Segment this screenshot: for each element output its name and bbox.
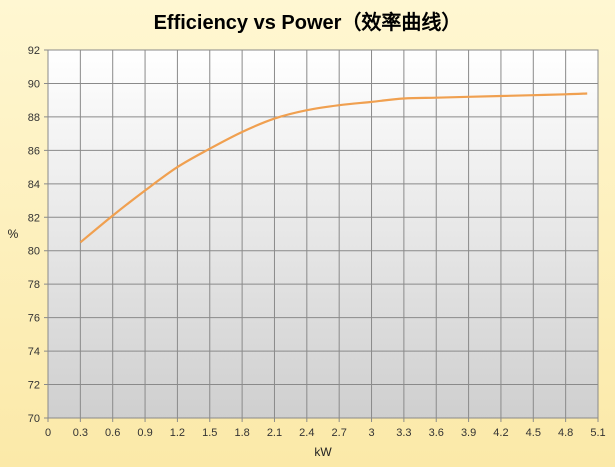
x-axis-label: kW: [314, 445, 332, 459]
y-tick-label: 72: [28, 380, 40, 392]
x-tick-label: 3.3: [396, 427, 411, 439]
x-tick-label: 2.7: [332, 427, 347, 439]
y-tick-label: 86: [28, 145, 40, 157]
y-tick-label: 92: [28, 45, 40, 57]
x-tick-label: 0.6: [105, 427, 120, 439]
y-tick-label: 82: [28, 212, 40, 224]
grid-lines: [44, 49, 599, 422]
y-tick-label: 84: [28, 179, 40, 191]
x-tick-label: 4.2: [493, 427, 508, 439]
y-tick-label: 70: [28, 413, 40, 425]
x-tick-label: 4.8: [558, 427, 573, 439]
x-tick-label: 3.6: [429, 427, 444, 439]
chart-title: Efficiency vs Power（效率曲线）: [153, 12, 462, 34]
x-tick-label: 1.2: [170, 427, 185, 439]
x-tick-label: 2.1: [267, 427, 282, 439]
y-tick-label: 88: [28, 112, 40, 124]
y-axis-label: %: [8, 227, 19, 241]
y-tick-label: 90: [28, 78, 40, 90]
y-tick-label: 80: [28, 246, 40, 258]
x-tick-label: 1.5: [202, 427, 217, 439]
x-tick-label: 0: [45, 427, 51, 439]
y-tick-label: 78: [28, 279, 40, 291]
y-tick-label: 74: [28, 346, 40, 358]
x-tick-label: 5.1: [590, 427, 605, 439]
x-tick-label: 1.8: [234, 427, 249, 439]
x-tick-label: 2.4: [299, 427, 314, 439]
plot-area: [47, 49, 599, 419]
x-tick-label: 3.9: [461, 427, 476, 439]
x-tick-label: 3: [368, 427, 374, 439]
efficiency-series-line: [79, 92, 588, 244]
x-tick-label: 0.9: [137, 427, 152, 439]
series-group: [79, 92, 588, 244]
tick-labels: 0 0.3 0.6 0.9 1.2 1.5 1.8 2.1 2.4 2.7 3 3.3 3.6 3.9 4.…: [28, 45, 606, 439]
x-tick-label: 4.5: [526, 427, 541, 439]
y-tick-label: 76: [28, 313, 40, 325]
x-tick-label: 0.3: [73, 427, 88, 439]
